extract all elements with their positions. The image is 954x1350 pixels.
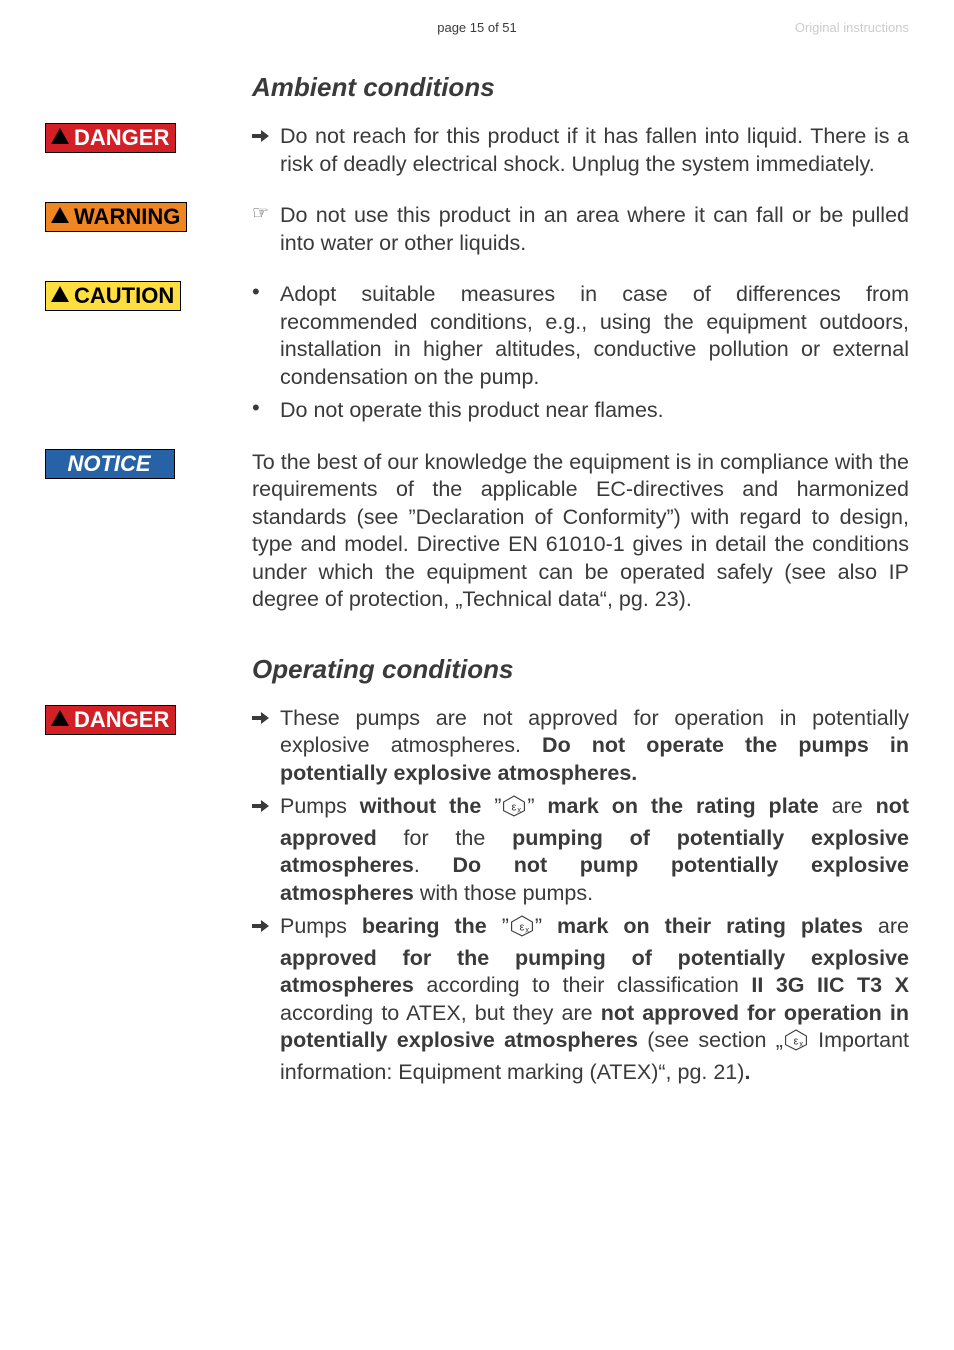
warning-triangle-icon bbox=[50, 283, 70, 309]
pointer-icon: ☞ bbox=[252, 202, 280, 257]
danger-badge: DANGER bbox=[45, 705, 176, 735]
danger-badge: DANGER bbox=[45, 123, 176, 153]
list-item: • Do not operate this product near flame… bbox=[252, 397, 909, 425]
body-text: Do not operate this product near flames. bbox=[280, 397, 909, 425]
body-text: To the best of our knowledge the equipme… bbox=[252, 450, 909, 612]
body-text: Do not reach for this product if it has … bbox=[280, 123, 909, 178]
warning-triangle-icon bbox=[50, 125, 70, 151]
list-item: • Adopt suitable measures in case of dif… bbox=[252, 281, 909, 391]
body-text: These pumps are not approved for operati… bbox=[280, 705, 909, 788]
ambient-caution-row: CAUTION • Adopt suitable measures in cas… bbox=[45, 281, 909, 431]
body-text: Pumps bearing the ”” mark on their ratin… bbox=[280, 913, 909, 1086]
ex-mark-icon bbox=[509, 914, 535, 945]
operating-title: Operating conditions bbox=[252, 654, 909, 685]
bullet-icon: • bbox=[252, 397, 280, 425]
list-item: Do not reach for this product if it has … bbox=[252, 123, 909, 178]
badge-label: NOTICE bbox=[67, 451, 150, 477]
list-item: Pumps bearing the ”” mark on their ratin… bbox=[252, 913, 909, 1086]
warning-badge: WARNING bbox=[45, 202, 187, 232]
badge-label: CAUTION bbox=[74, 283, 174, 309]
warning-triangle-icon bbox=[50, 707, 70, 733]
page: page 15 of 51 Original instructions Ambi… bbox=[0, 0, 954, 1350]
ambient-title: Ambient conditions bbox=[252, 72, 909, 103]
operating-danger-row: DANGER These pumps are not approved for … bbox=[45, 705, 909, 1093]
ex-mark-icon bbox=[501, 794, 527, 825]
quote-open: ” bbox=[494, 794, 501, 818]
arrow-icon bbox=[252, 793, 280, 907]
badge-label: DANGER bbox=[74, 707, 169, 733]
badge-label: WARNING bbox=[74, 204, 180, 230]
page-header: page 15 of 51 Original instructions bbox=[45, 20, 909, 44]
ambient-warning-row: WARNING ☞ Do not use this product in an … bbox=[45, 202, 909, 263]
ambient-notice-row: NOTICE To the best of our knowledge the … bbox=[45, 449, 909, 614]
arrow-icon bbox=[252, 123, 280, 178]
list-item: Pumps without the ”” mark on the rating … bbox=[252, 793, 909, 907]
list-item: ☞ Do not use this product in an area whe… bbox=[252, 202, 909, 257]
body-text: Pumps without the ”” mark on the rating … bbox=[280, 793, 909, 907]
warning-triangle-icon bbox=[50, 204, 70, 230]
body-text: Do not use this product in an area where… bbox=[280, 202, 909, 257]
arrow-icon bbox=[252, 913, 280, 1086]
header-right: Original instructions bbox=[795, 20, 909, 35]
caution-badge: CAUTION bbox=[45, 281, 181, 311]
badge-label: DANGER bbox=[74, 125, 169, 151]
arrow-icon bbox=[252, 705, 280, 788]
quote-close: ” bbox=[535, 914, 542, 938]
quote-close: ” bbox=[527, 794, 534, 818]
bullet-icon: • bbox=[252, 281, 280, 391]
ambient-danger-row: DANGER Do not reach for this product if … bbox=[45, 123, 909, 184]
body-text: Adopt suitable measures in case of diffe… bbox=[280, 281, 909, 391]
quote-open: ” bbox=[502, 914, 509, 938]
page-number: page 15 of 51 bbox=[437, 20, 517, 35]
notice-badge: NOTICE bbox=[45, 449, 175, 479]
ex-mark-icon bbox=[783, 1028, 809, 1059]
list-item: These pumps are not approved for operati… bbox=[252, 705, 909, 788]
